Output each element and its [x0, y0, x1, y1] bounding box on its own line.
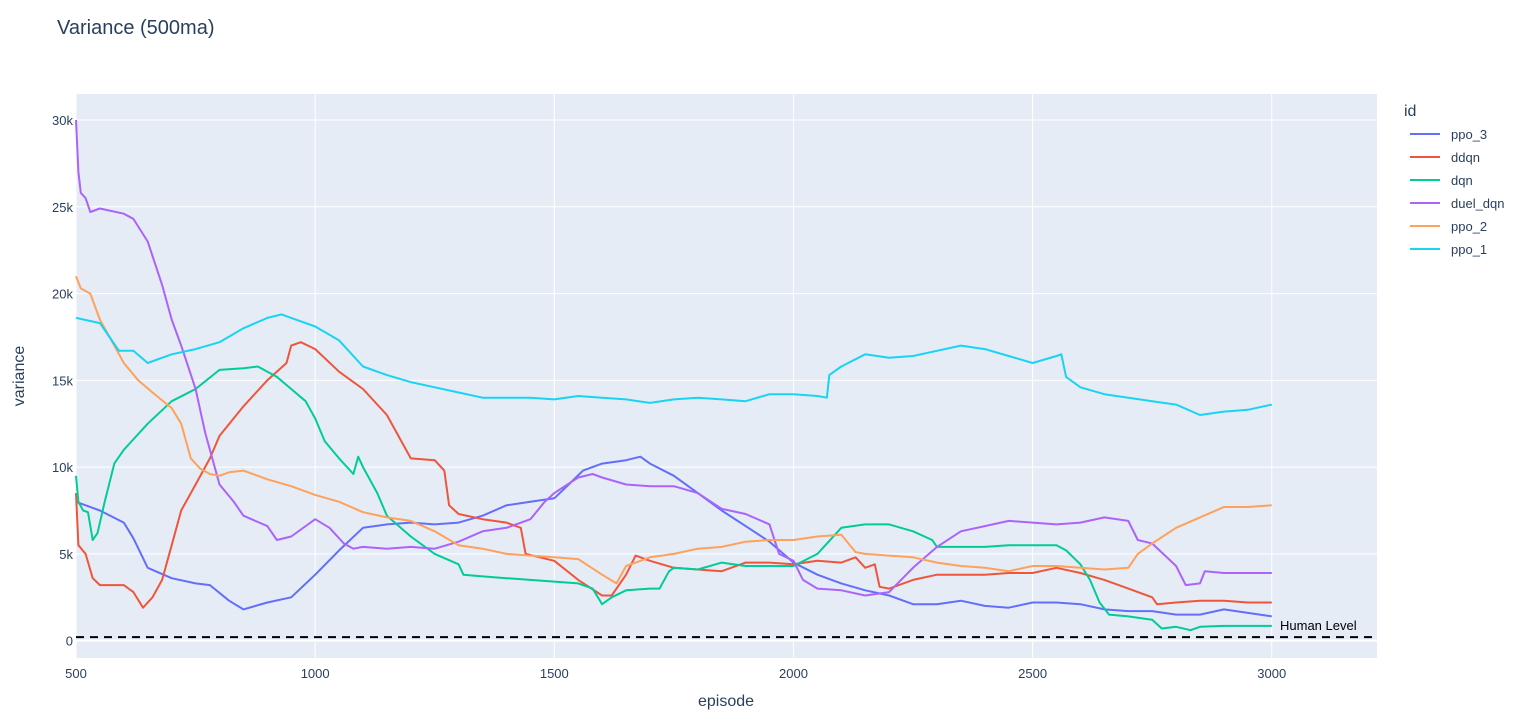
legend-title: id — [1404, 103, 1416, 120]
y-tick-label: 0 — [66, 634, 73, 649]
series-line-ppo-2 — [75, 275, 1272, 585]
legend-label: ppo_1 — [1451, 242, 1487, 257]
legend-item-ppo-1[interactable]: ppo_1 — [1410, 242, 1487, 257]
x-axis-title: episode — [698, 693, 754, 710]
legend-item-dqn[interactable]: dqn — [1410, 173, 1473, 188]
y-tick-label: 25k — [52, 200, 73, 215]
series-lines — [75, 119, 1273, 632]
legend-label: ppo_3 — [1451, 127, 1487, 142]
legend-item-ppo-3[interactable]: ppo_3 — [1410, 127, 1487, 142]
y-axis-title: variance — [11, 346, 28, 407]
legend-item-ddqn[interactable]: ddqn — [1410, 150, 1480, 165]
chart-title: Variance (500ma) — [57, 17, 214, 39]
y-tick-label: 5k — [59, 547, 73, 562]
y-tick-label: 20k — [52, 287, 73, 302]
legend-label: ddqn — [1451, 150, 1480, 165]
legend-label: ppo_2 — [1451, 219, 1487, 234]
human-level-label: Human Level — [1280, 618, 1357, 633]
x-tick-label: 2000 — [779, 666, 808, 681]
x-tick-label: 1000 — [301, 666, 330, 681]
grid-lines — [75, 94, 1377, 658]
series-line-ppo-3 — [75, 455, 1272, 618]
x-tick-label: 1500 — [540, 666, 569, 681]
legend-label: duel_dqn — [1451, 196, 1505, 211]
y-tick-label: 30k — [52, 113, 73, 128]
legend-label: dqn — [1451, 173, 1473, 188]
y-tick-label: 10k — [52, 460, 73, 475]
legend-item-duel-dqn[interactable]: duel_dqn — [1410, 196, 1505, 211]
x-tick-label: 2500 — [1018, 666, 1047, 681]
y-tick-label: 15k — [52, 373, 73, 388]
x-tick-label: 3000 — [1257, 666, 1286, 681]
series-line-duel-dqn — [75, 119, 1272, 597]
legend-item-ppo-2[interactable]: ppo_2 — [1410, 219, 1487, 234]
series-line-ppo-1 — [75, 313, 1273, 416]
series-line-dqn — [75, 365, 1272, 632]
x-tick-label: 500 — [65, 666, 87, 681]
y-axis-ticks: 0 5k 10k 15k 20k 25k 30k — [52, 113, 73, 649]
x-axis-ticks: 500 1000 1500 2000 2500 3000 — [65, 666, 1286, 681]
